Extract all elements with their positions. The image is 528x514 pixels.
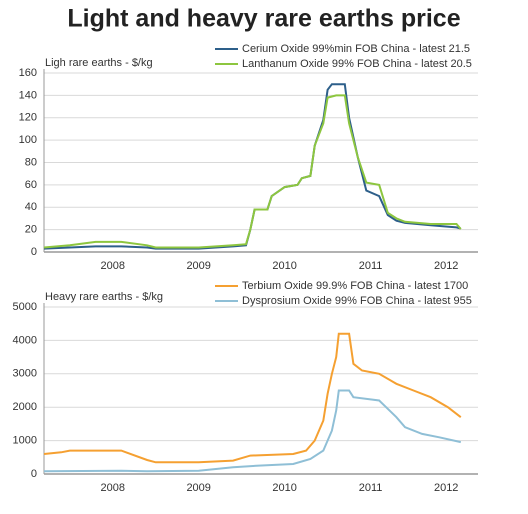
y-tick-label: 140 bbox=[19, 89, 37, 101]
panel-subtitle: Heavy rare earths - $/kg bbox=[45, 291, 163, 303]
y-tick-label: 20 bbox=[25, 224, 37, 236]
data-line bbox=[43, 332, 462, 464]
y-tick-label: 0 bbox=[31, 246, 37, 258]
chart-title: Light and heavy rare earths price bbox=[67, 5, 460, 33]
legend-label: Lanthanum Oxide 99% FOB China - latest 2… bbox=[242, 58, 472, 70]
legend-label: Terbium Oxide 99.9% FOB China - latest 1… bbox=[242, 280, 468, 292]
y-tick-label: 60 bbox=[25, 179, 37, 191]
x-tick-label: 2010 bbox=[272, 260, 296, 272]
x-tick-label: 2012 bbox=[434, 260, 458, 272]
x-tick-label: 2011 bbox=[359, 260, 383, 272]
y-tick-label: 120 bbox=[19, 112, 37, 124]
y-tick-label: 100 bbox=[19, 134, 37, 146]
x-tick-label: 2012 bbox=[434, 482, 458, 494]
y-tick-label: 4000 bbox=[13, 334, 37, 346]
y-tick-label: 3000 bbox=[13, 368, 37, 380]
y-tick-label: 5000 bbox=[13, 301, 37, 313]
legend-label: Cerium Oxide 99%min FOB China - latest 2… bbox=[242, 43, 470, 55]
x-tick-label: 2008 bbox=[101, 260, 125, 272]
x-tick-label: 2009 bbox=[186, 482, 210, 494]
y-tick-label: 2000 bbox=[13, 401, 37, 413]
y-tick-label: 160 bbox=[19, 67, 37, 79]
y-tick-label: 0 bbox=[31, 468, 37, 480]
legend-label: Dysprosium Oxide 99% FOB China - latest … bbox=[242, 295, 472, 307]
y-tick-label: 1000 bbox=[13, 435, 37, 447]
panel-subtitle: Ligh rare earths - $/kg bbox=[45, 57, 153, 69]
data-line bbox=[43, 389, 462, 473]
x-tick-label: 2011 bbox=[359, 482, 383, 494]
x-tick-label: 2010 bbox=[272, 482, 296, 494]
data-line bbox=[43, 94, 462, 249]
x-tick-label: 2008 bbox=[101, 482, 125, 494]
y-tick-label: 80 bbox=[25, 156, 37, 168]
y-tick-label: 40 bbox=[25, 201, 37, 213]
x-tick-label: 2009 bbox=[186, 260, 210, 272]
